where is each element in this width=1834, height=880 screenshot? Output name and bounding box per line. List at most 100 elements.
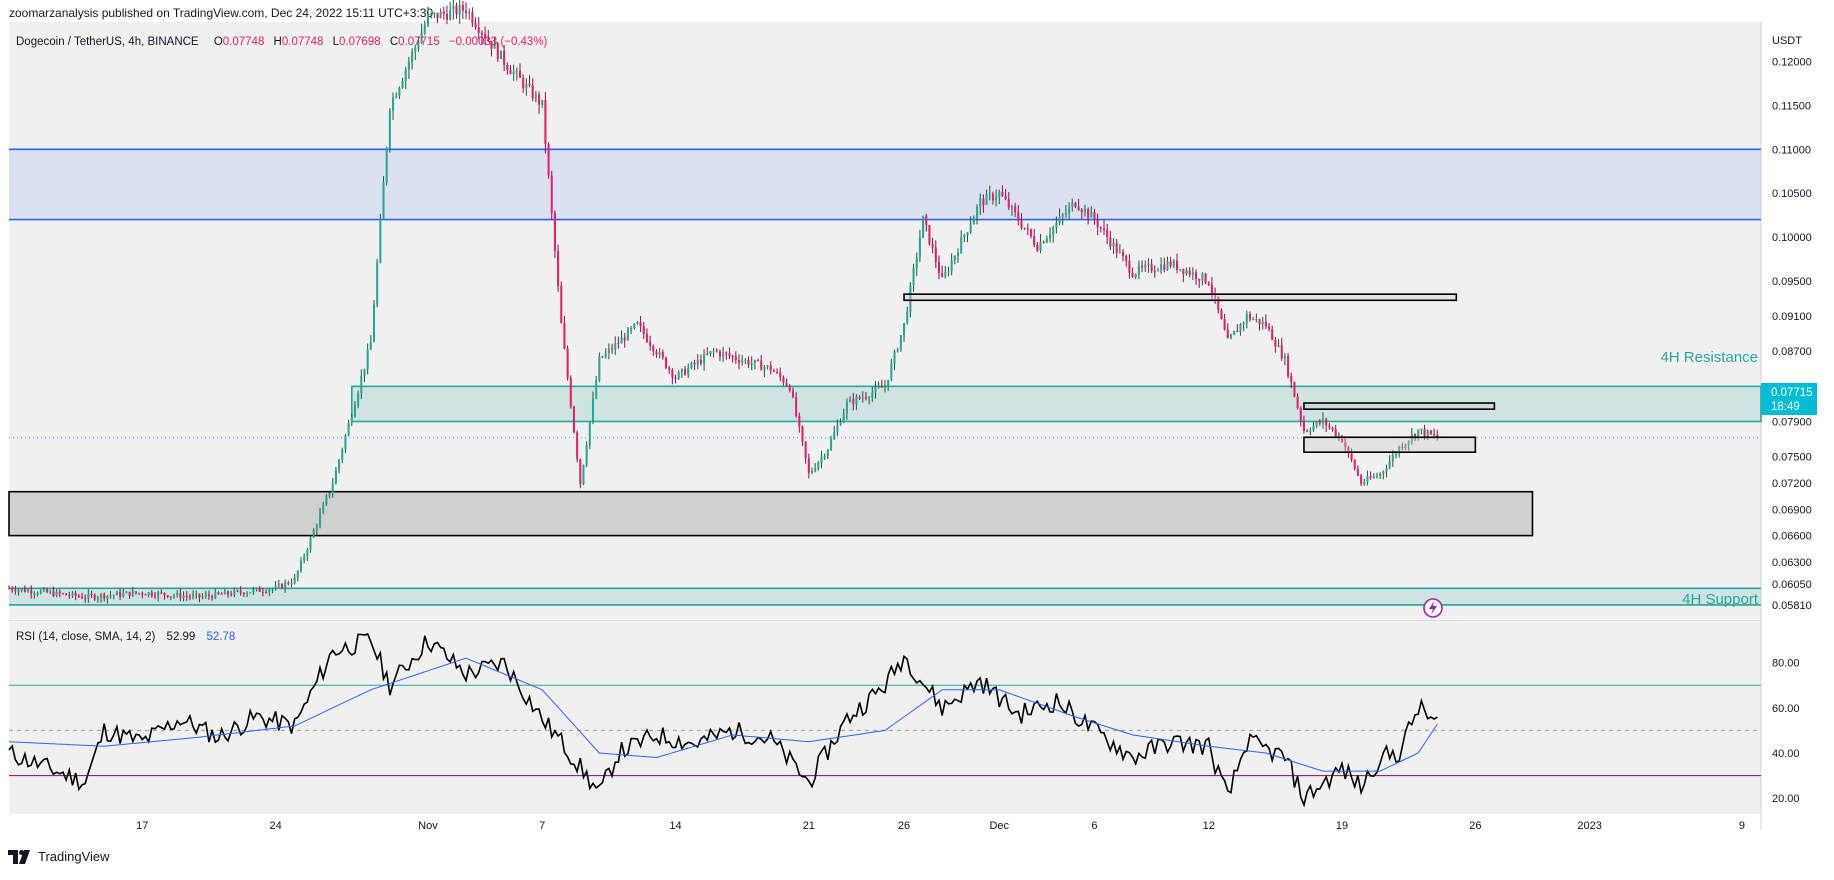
- time-tick-8: 6: [1091, 820, 1097, 832]
- candle-body: [1420, 428, 1423, 430]
- candle-body: [620, 337, 623, 344]
- price-tick-16: 0.05810: [1772, 600, 1812, 612]
- candle-body: [290, 583, 293, 585]
- candle-body: [772, 370, 775, 372]
- time-tick-13: 9: [1739, 820, 1745, 832]
- candle-body: [696, 359, 699, 365]
- candle-body: [1090, 211, 1093, 218]
- price-tick-7: 0.08700: [1772, 346, 1812, 358]
- candle-body: [112, 595, 115, 597]
- time-tick-10: 19: [1336, 820, 1348, 832]
- candle-body: [382, 182, 385, 220]
- candle-body: [572, 406, 575, 433]
- candle-body: [1372, 476, 1375, 478]
- candle-body: [769, 365, 772, 371]
- candle-body: [655, 351, 658, 355]
- candle-body: [52, 591, 55, 597]
- candle-body: [791, 390, 794, 398]
- candle-body: [785, 382, 788, 386]
- candle-body: [274, 585, 277, 589]
- candle-body: [1010, 206, 1013, 208]
- candle-body: [20, 588, 23, 590]
- candle-body: [1004, 195, 1007, 199]
- candle-body: [509, 69, 512, 74]
- candle-body: [188, 596, 191, 598]
- candle-body: [90, 593, 93, 596]
- candle-body: [490, 40, 493, 49]
- candle-body: [246, 593, 249, 595]
- candle-body: [601, 356, 604, 358]
- candle-body: [58, 591, 61, 594]
- candle-body: [715, 350, 718, 352]
- candle-body: [1166, 261, 1169, 270]
- candle-body: [947, 271, 950, 273]
- candle-body: [39, 590, 42, 594]
- candle-body: [353, 405, 356, 417]
- rsi-value: 52.99: [167, 631, 196, 643]
- candle-body: [14, 590, 17, 592]
- candle-body: [265, 592, 268, 594]
- candle-body: [1201, 273, 1204, 281]
- candle-body: [1375, 476, 1378, 478]
- price-axis[interactable]: USDT 0.12000 0.11500 0.11000 0.10500 0.10000…: [1772, 35, 1812, 612]
- candle-body: [909, 285, 912, 312]
- rsi-tick-1: 60.00: [1772, 703, 1800, 715]
- candle-body: [1156, 270, 1159, 272]
- candle-body: [398, 87, 401, 96]
- candle-body: [173, 595, 176, 597]
- candle-body: [664, 357, 668, 368]
- candle-body: [363, 368, 366, 377]
- candle-body: [230, 594, 233, 596]
- candle-body: [864, 397, 867, 399]
- lightning-icon[interactable]: [1423, 598, 1443, 618]
- candle-body: [1087, 208, 1090, 218]
- candle-body: [737, 359, 741, 363]
- candle-body: [147, 592, 150, 596]
- svg-text:Dogecoin / TetherUS, 4h, BINAN: Dogecoin / TetherUS, 4h, BINANCE O0.0774…: [16, 36, 548, 48]
- candle-body: [836, 424, 839, 432]
- candle-body: [1195, 272, 1198, 280]
- candle-body: [630, 328, 633, 330]
- candle-body: [1277, 344, 1280, 347]
- candle-body: [966, 232, 969, 236]
- candle-body: [795, 397, 798, 416]
- candle-body: [1217, 296, 1220, 310]
- time-tick-5: 21: [803, 820, 815, 832]
- rsi-axis[interactable]: 80.00 60.00 40.00 20.00: [1772, 658, 1800, 806]
- candle-body: [1258, 318, 1261, 325]
- candle-body: [1036, 244, 1039, 251]
- candle-body: [807, 458, 810, 473]
- candle-body: [899, 335, 902, 350]
- candle-body: [325, 496, 328, 505]
- candle-body: [284, 582, 287, 588]
- candle-body: [1106, 229, 1109, 238]
- candle-body: [883, 386, 887, 388]
- box-resistance-top: [1303, 402, 1496, 410]
- candle-body: [1248, 314, 1252, 320]
- candle-body: [499, 50, 502, 59]
- candle-body: [541, 99, 544, 105]
- candle-body: [407, 62, 410, 70]
- candle-body: [452, 5, 455, 10]
- candle-body: [858, 396, 861, 399]
- candle-body: [1080, 209, 1083, 213]
- candle-body: [306, 549, 309, 557]
- candle-body: [115, 592, 118, 596]
- candle-body: [544, 99, 547, 145]
- candle-body: [988, 193, 991, 195]
- candle-body: [1198, 279, 1201, 281]
- candle-body: [1271, 328, 1274, 341]
- candle-body: [642, 326, 645, 334]
- time-axis[interactable]: 17 24 Nov 7 14 21 26 Dec 6 12 19 26 2023 9: [136, 820, 1745, 832]
- candle-body: [1229, 334, 1232, 339]
- candle-body: [896, 349, 899, 352]
- candle-body: [1309, 430, 1312, 432]
- rsi-ma-line: [8, 657, 1438, 772]
- candle-body: [1131, 272, 1134, 277]
- candle-body: [826, 449, 829, 457]
- candle-body: [1049, 234, 1052, 239]
- last-price-countdown: 18:49: [1771, 401, 1800, 413]
- candle-body: [166, 595, 169, 598]
